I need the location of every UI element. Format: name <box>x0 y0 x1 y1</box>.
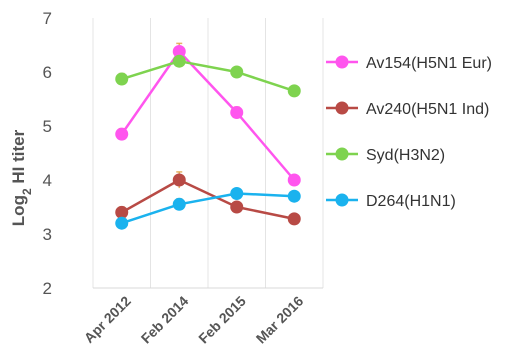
data-point <box>172 44 186 58</box>
data-point <box>287 84 301 98</box>
x-tick-label: Mar 2016 <box>253 293 307 347</box>
legend-item: Av240(H5N1 Ind) <box>326 101 489 118</box>
data-point <box>287 212 301 226</box>
data-point <box>172 197 186 211</box>
series-line <box>121 178 295 221</box>
data-point <box>172 54 186 68</box>
axis-layer: Log2 HI titer 2 3 4 5 6 7 Apr 2012 Feb 2014 Feb … <box>9 9 307 347</box>
series-0 <box>115 42 301 187</box>
legend-marker <box>335 193 349 207</box>
data-point <box>115 216 129 230</box>
series-2 <box>115 54 301 98</box>
data-point <box>230 106 244 119</box>
grid-layer <box>92 18 324 289</box>
series-line <box>121 59 295 93</box>
series-3 <box>115 187 301 230</box>
series-line <box>121 192 295 225</box>
series-line <box>120 50 296 181</box>
y-tick-label: 2 <box>43 279 52 298</box>
series-layer <box>115 42 301 230</box>
y-tick-label: 5 <box>43 117 52 136</box>
y-tick-label: 3 <box>43 225 52 244</box>
legend-label: Syd(H3N2) <box>366 147 445 164</box>
data-point <box>172 173 186 187</box>
y-tick-label: 6 <box>43 63 52 82</box>
y-tick-label: 7 <box>43 9 52 28</box>
y-axis-title: Log2 HI titer <box>9 129 34 226</box>
x-tick-label: Feb 2014 <box>138 293 192 347</box>
legend-marker <box>335 147 349 161</box>
x-tick-label: Feb 2015 <box>195 293 249 347</box>
legend-label: Av154(H5N1 Eur) <box>366 55 492 72</box>
legend: Av154(H5N1 Eur) Av240(H5N1 Ind) Syd(H3N2) D… <box>326 55 492 210</box>
legend-label: D264(H1N1) <box>366 193 456 210</box>
legend-label: Av240(H5N1 Ind) <box>366 101 489 118</box>
legend-item: Av154(H5N1 Eur) <box>326 55 492 72</box>
legend-item: D264(H1N1) <box>326 193 456 210</box>
data-point <box>230 200 244 214</box>
data-point <box>230 187 244 200</box>
data-point <box>287 189 301 203</box>
x-tick-label: Apr 2012 <box>81 293 134 346</box>
data-point <box>115 127 129 141</box>
legend-marker <box>335 55 349 69</box>
y-tick-label: 4 <box>43 171 52 190</box>
legend-marker <box>335 101 349 115</box>
data-point <box>115 72 129 86</box>
legend-item: Syd(H3N2) <box>326 147 445 164</box>
series-1 <box>115 171 301 226</box>
data-point <box>287 173 301 187</box>
data-point <box>230 65 244 79</box>
data-point <box>115 205 129 219</box>
